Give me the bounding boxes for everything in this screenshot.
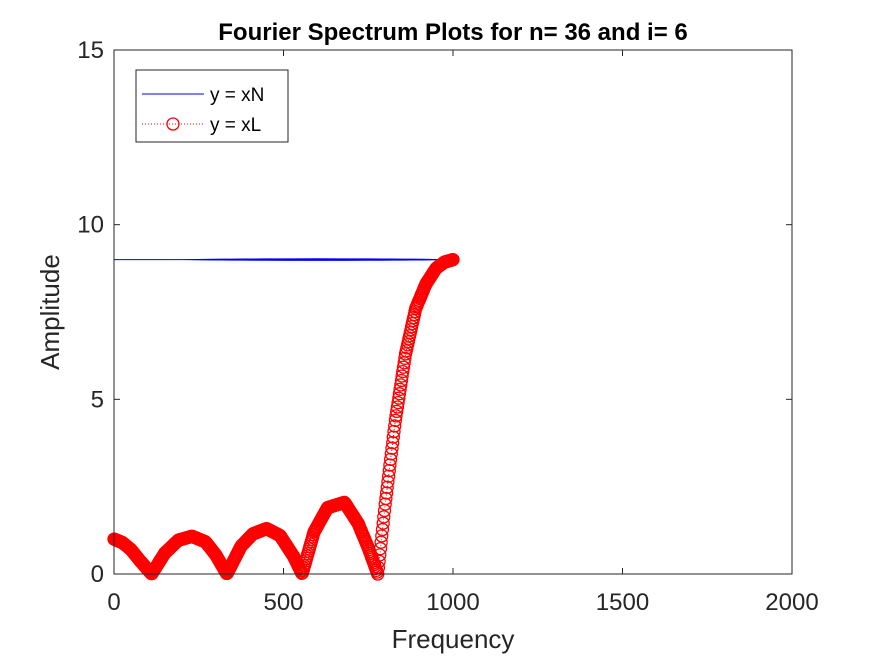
data-point-xL [394,378,408,392]
y-tick-label: 5 [91,386,104,413]
data-point-xL [393,382,407,396]
legend: y = xN y = xL [135,69,289,143]
series-band-xN [181,258,453,261]
data-point-xL [374,535,388,549]
legend-box [135,69,289,143]
data-point-xL [376,516,390,530]
legend-label-xN: y = xN [210,85,264,106]
y-axis-label: Amplitude [35,254,65,370]
data-point-xL [384,447,398,461]
chart-title: Fourier Spectrum Plots for n= 36 and i= … [218,19,687,46]
data-point-xL [392,387,407,401]
x-tick-label: 1500 [596,589,649,616]
data-point-xL [372,554,386,568]
data-point-xL [379,491,393,506]
data-point-xL [388,413,403,427]
data-point-xL [396,364,410,379]
data-point-xL [446,252,460,267]
data-point-xL [389,409,403,423]
data-point-xL [390,404,404,419]
data-point-xL [379,486,394,500]
legend-label-xL: y = xL [210,115,261,136]
data-point-xL [385,441,399,455]
data-point-xL [390,400,405,414]
x-axis-label: Frequency [392,624,515,654]
y-tick-label: 10 [77,212,104,239]
x-tick-label: 0 [107,589,120,616]
data-point-xL [381,469,396,483]
data-point-xL [378,497,392,511]
data-point-xL [396,360,411,374]
data-point-xL [394,373,409,388]
data-point-xL [373,541,388,556]
data-point-xL [398,351,412,365]
data-point-xL [377,510,391,524]
data-point-xL [386,436,400,450]
x-tick-label: 2000 [765,589,818,616]
data-point-xL [395,369,409,383]
x-tick-label: 1000 [426,589,479,616]
data-point-xL [388,419,402,433]
x-tick-label: 500 [263,589,303,616]
data-point-xL [373,548,387,562]
y-tick-label: 0 [91,561,104,588]
data-point-xL [391,395,405,410]
data-point-xL [375,529,389,543]
y-tick-label: 15 [77,37,104,64]
series-layer [107,252,460,581]
legend-marker-xL [166,117,180,131]
data-point-xL [375,522,390,537]
data-point-xL [392,391,406,405]
ticks-layer: 0 500 1000 1500 2000 0 5 10 15 [77,37,818,616]
data-point-xL [382,463,396,478]
